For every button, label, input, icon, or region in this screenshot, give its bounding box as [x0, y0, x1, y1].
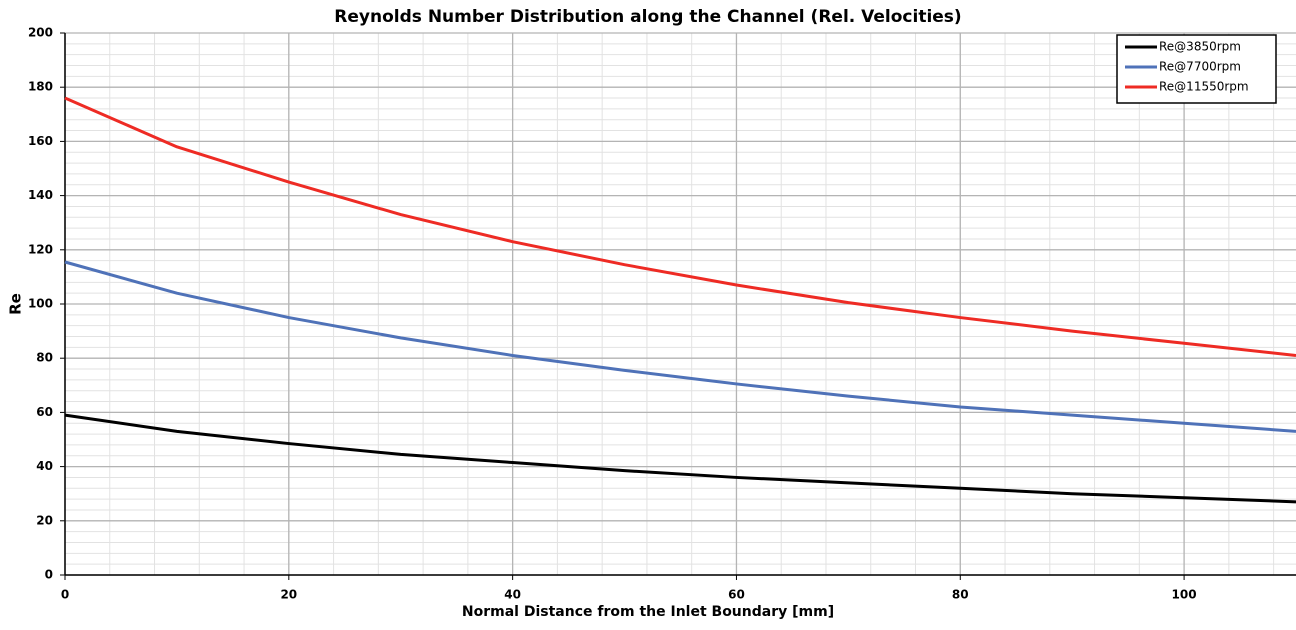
y-tick-label: 200	[28, 26, 53, 40]
legend-label: Re@7700rpm	[1159, 60, 1241, 74]
legend-label: Re@11550rpm	[1159, 80, 1249, 94]
chart-title: Reynolds Number Distribution along the C…	[334, 7, 961, 27]
series-line	[64, 260, 1296, 433]
x-axis-label: Normal Distance from the Inlet Boundary …	[462, 604, 834, 620]
series-line	[64, 96, 1296, 357]
y-tick-label: 120	[28, 242, 53, 256]
x-tick-label: 0	[61, 588, 69, 602]
y-tick-label: 20	[36, 513, 53, 527]
legend-label: Re@3850rpm	[1159, 40, 1241, 54]
y-tick-label: 0	[45, 568, 53, 582]
y-axis-label: Re	[7, 293, 25, 315]
x-tick-label: 20	[280, 588, 297, 602]
y-tick-label: 60	[36, 405, 53, 419]
y-tick-label: 180	[28, 80, 53, 94]
x-tick-label: 80	[952, 588, 969, 602]
y-tick-label: 160	[28, 134, 53, 148]
x-tick-label: 100	[1172, 588, 1197, 602]
y-tick-label: 80	[36, 351, 53, 365]
y-tick-label: 40	[36, 459, 53, 473]
x-tick-label: 60	[728, 588, 745, 602]
x-tick-label: 40	[504, 588, 521, 602]
legend: Re@3850rpm Re@7700rpm Re@11550rpm	[1116, 34, 1277, 104]
y-tick-label: 140	[28, 188, 53, 202]
y-tick-label: 100	[28, 297, 53, 311]
series-line	[64, 413, 1296, 504]
